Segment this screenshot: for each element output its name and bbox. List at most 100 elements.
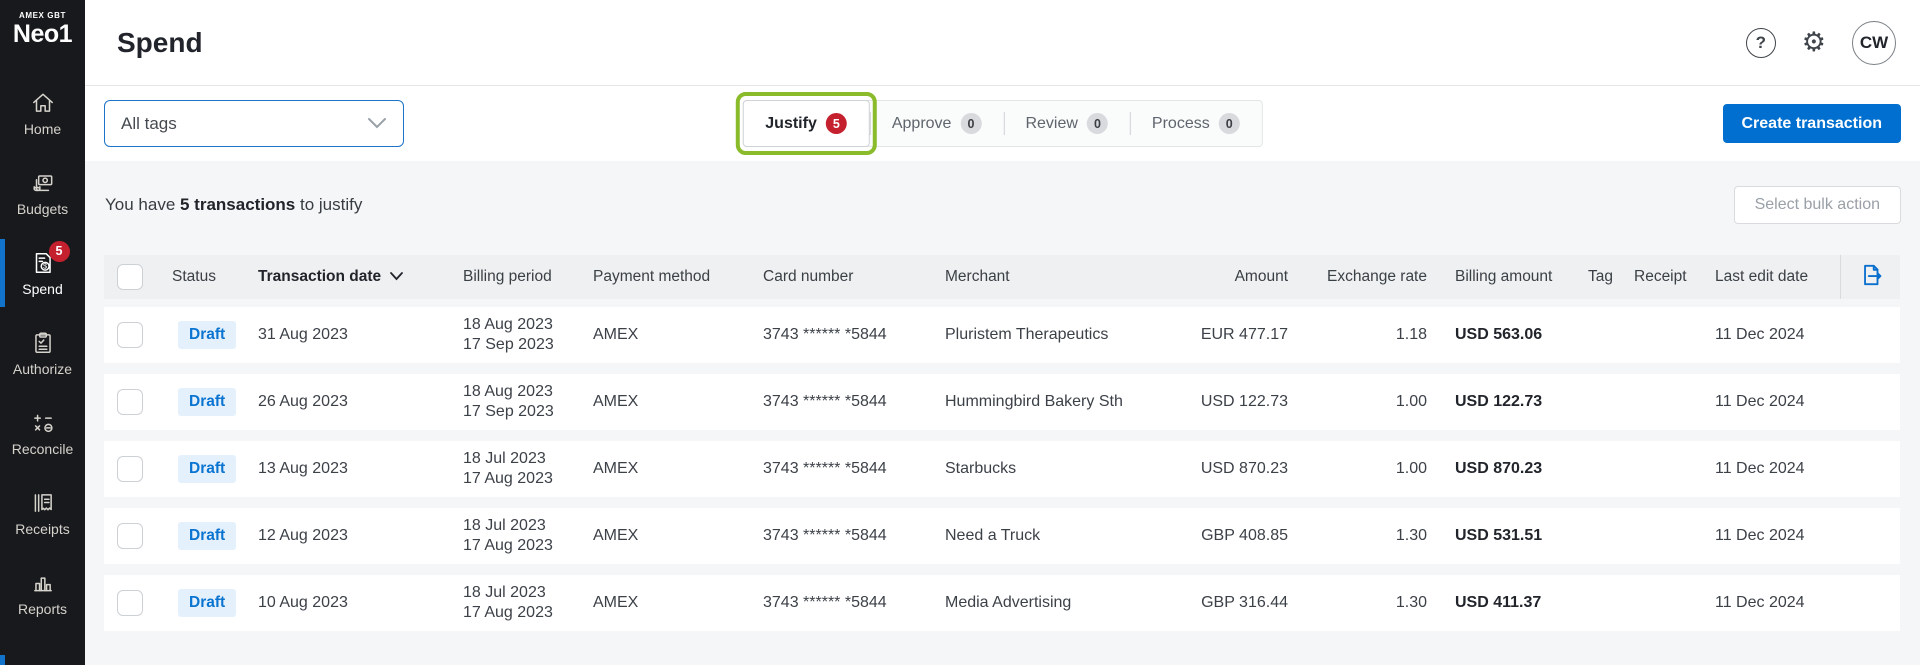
cell-transaction-date: 13 Aug 2023 (258, 460, 348, 477)
billing-period-start: 18 Aug 2023 (463, 316, 553, 333)
row-checkbox[interactable] (117, 590, 143, 616)
sidebar-item-home[interactable]: Home (0, 73, 85, 153)
row-checkbox-cell (104, 322, 172, 348)
cell-last-edit-date: 11 Dec 2024 (1715, 393, 1805, 410)
cell-exchange-rate: 1.18 (1395, 326, 1427, 343)
summary-suffix: to justify (295, 195, 363, 214)
chevron-down-icon (367, 114, 387, 134)
cell-amount: USD 870.23 (1200, 460, 1288, 477)
col-card-number: Card number (763, 268, 854, 285)
cell-merchant: Media Advertising (945, 594, 1072, 611)
export-icon[interactable] (1858, 262, 1884, 293)
cell-export-spacer (1840, 374, 1900, 430)
cell-transaction-date: 12 Aug 2023 (258, 527, 348, 544)
sidebar-item-budgets[interactable]: Budgets (0, 153, 85, 233)
spend-icon: $ 5 (29, 240, 70, 276)
cell-merchant: Starbucks (945, 460, 1017, 477)
sort-chevron-down-icon (389, 268, 404, 286)
cell-billing-amount: USD 531.51 (1455, 527, 1543, 544)
cell-payment-method: AMEX (593, 326, 639, 343)
billing-period-end: 17 Aug 2023 (463, 537, 553, 554)
tab-count-badge: 0 (1086, 113, 1108, 134)
table-row[interactable]: Draft 13 Aug 2023 18 Jul 2023 17 Aug 202… (104, 441, 1900, 497)
cell-billing-period: 18 Jul 2023 17 Aug 2023 (463, 449, 593, 489)
cell-last-edit-date: 11 Dec 2024 (1715, 594, 1805, 611)
header-checkbox-cell (104, 264, 172, 290)
cell-transaction-date: 10 Aug 2023 (258, 594, 348, 611)
tab-process[interactable]: Process 0 (1129, 101, 1262, 146)
cell-billing-period: 18 Jul 2023 17 Aug 2023 (463, 516, 593, 556)
cell-payment-method: AMEX (593, 460, 639, 477)
cell-export-spacer (1840, 508, 1900, 564)
cell-last-edit-date: 11 Dec 2024 (1715, 460, 1805, 477)
sidebar-item-reconcile[interactable]: Reconcile (0, 393, 85, 473)
sidebar-item-label: Receipts (15, 520, 70, 537)
row-checkbox[interactable] (117, 456, 143, 482)
table-row[interactable]: Draft 10 Aug 2023 18 Jul 2023 17 Aug 202… (104, 575, 1900, 631)
cell-exchange-rate: 1.00 (1395, 393, 1427, 410)
cell-status: Draft (172, 522, 258, 550)
sidebar-item-receipts[interactable]: Receipts (0, 473, 85, 553)
logo-neo1: Neo1 (12, 20, 73, 48)
billing-period-end: 17 Aug 2023 (463, 470, 553, 487)
select-bulk-action-button[interactable]: Select bulk action (1733, 186, 1901, 224)
cell-card-number: 3743 ****** *5844 (763, 393, 887, 410)
cell-billing-period: 18 Jul 2023 17 Aug 2023 (463, 583, 593, 623)
cell-status: Draft (172, 455, 258, 483)
cell-status: Draft (172, 321, 258, 349)
cell-exchange-rate: 1.30 (1395, 594, 1427, 611)
sidebar: AMEX GBT Neo1 Home Budgets $ 5 Spend (0, 0, 85, 665)
cell-card-number: 3743 ****** *5844 (763, 527, 887, 544)
row-checkbox[interactable] (117, 322, 143, 348)
toolbar: All tags Justify 5 Approve 0 Review 0 Pr… (85, 86, 1920, 161)
cell-billing-period: 18 Aug 2023 17 Sep 2023 (463, 315, 593, 355)
col-merchant: Merchant (945, 268, 1010, 285)
table-row[interactable]: Draft 12 Aug 2023 18 Jul 2023 17 Aug 202… (104, 508, 1900, 564)
summary-text: You have 5 transactions to justify (105, 195, 362, 215)
tags-filter-select[interactable]: All tags (104, 100, 404, 147)
status-badge: Draft (178, 321, 237, 349)
row-checkbox-cell (104, 456, 172, 482)
cell-exchange-rate: 1.00 (1395, 460, 1427, 477)
tab-approve[interactable]: Approve 0 (869, 101, 1004, 146)
sidebar-item-authorize[interactable]: Authorize (0, 313, 85, 393)
tab-justify[interactable]: Justify 5 (735, 92, 877, 155)
status-badge: Draft (178, 388, 237, 416)
tab-review[interactable]: Review 0 (1003, 101, 1129, 146)
sidebar-item-reports[interactable]: Reports (0, 553, 85, 633)
sidebar-item-spend[interactable]: $ 5 Spend (0, 233, 85, 313)
create-transaction-button[interactable]: Create transaction (1722, 104, 1901, 143)
col-receipt: Receipt (1634, 268, 1687, 285)
cell-billing-amount: USD 122.73 (1455, 393, 1543, 410)
help-icon[interactable]: ? (1745, 27, 1776, 58)
row-checkbox[interactable] (117, 389, 143, 415)
table-row[interactable]: Draft 31 Aug 2023 18 Aug 2023 17 Sep 202… (104, 307, 1900, 363)
cell-merchant: Hummingbird Bakery Sth (945, 393, 1123, 410)
cell-amount: USD 122.73 (1200, 393, 1288, 410)
cell-export-spacer (1840, 575, 1900, 631)
cell-amount: GBP 316.44 (1201, 594, 1288, 611)
reconcile-icon (29, 410, 57, 436)
avatar[interactable]: CW (1852, 20, 1896, 65)
sidebar-item-label: Budgets (16, 200, 69, 217)
col-payment-method: Payment method (593, 268, 711, 285)
neo1-logo: AMEX GBT Neo1 (12, 12, 73, 48)
billing-period-start: 18 Aug 2023 (463, 383, 553, 400)
cell-payment-method: AMEX (593, 393, 639, 410)
status-badge: Draft (178, 589, 237, 617)
col-billing-amount: Billing amount (1455, 268, 1553, 285)
reports-icon (29, 570, 57, 596)
header-export-cell (1840, 255, 1900, 299)
cell-billing-amount: USD 870.23 (1455, 460, 1543, 477)
table-row[interactable]: Draft 26 Aug 2023 18 Aug 2023 17 Sep 202… (104, 374, 1900, 430)
cell-transaction-date: 26 Aug 2023 (258, 393, 348, 410)
row-checkbox[interactable] (117, 523, 143, 549)
sidebar-item-label: Reports (17, 600, 68, 617)
cell-last-edit-date: 11 Dec 2024 (1715, 326, 1805, 343)
gear-icon[interactable]: ⚙ (1801, 27, 1826, 57)
cell-transaction-date: 31 Aug 2023 (258, 326, 348, 343)
billing-period-start: 18 Jul 2023 (463, 450, 546, 467)
select-all-checkbox[interactable] (117, 264, 143, 290)
cell-card-number: 3743 ****** *5844 (763, 460, 887, 477)
col-transaction-date[interactable]: Transaction date (258, 268, 463, 286)
